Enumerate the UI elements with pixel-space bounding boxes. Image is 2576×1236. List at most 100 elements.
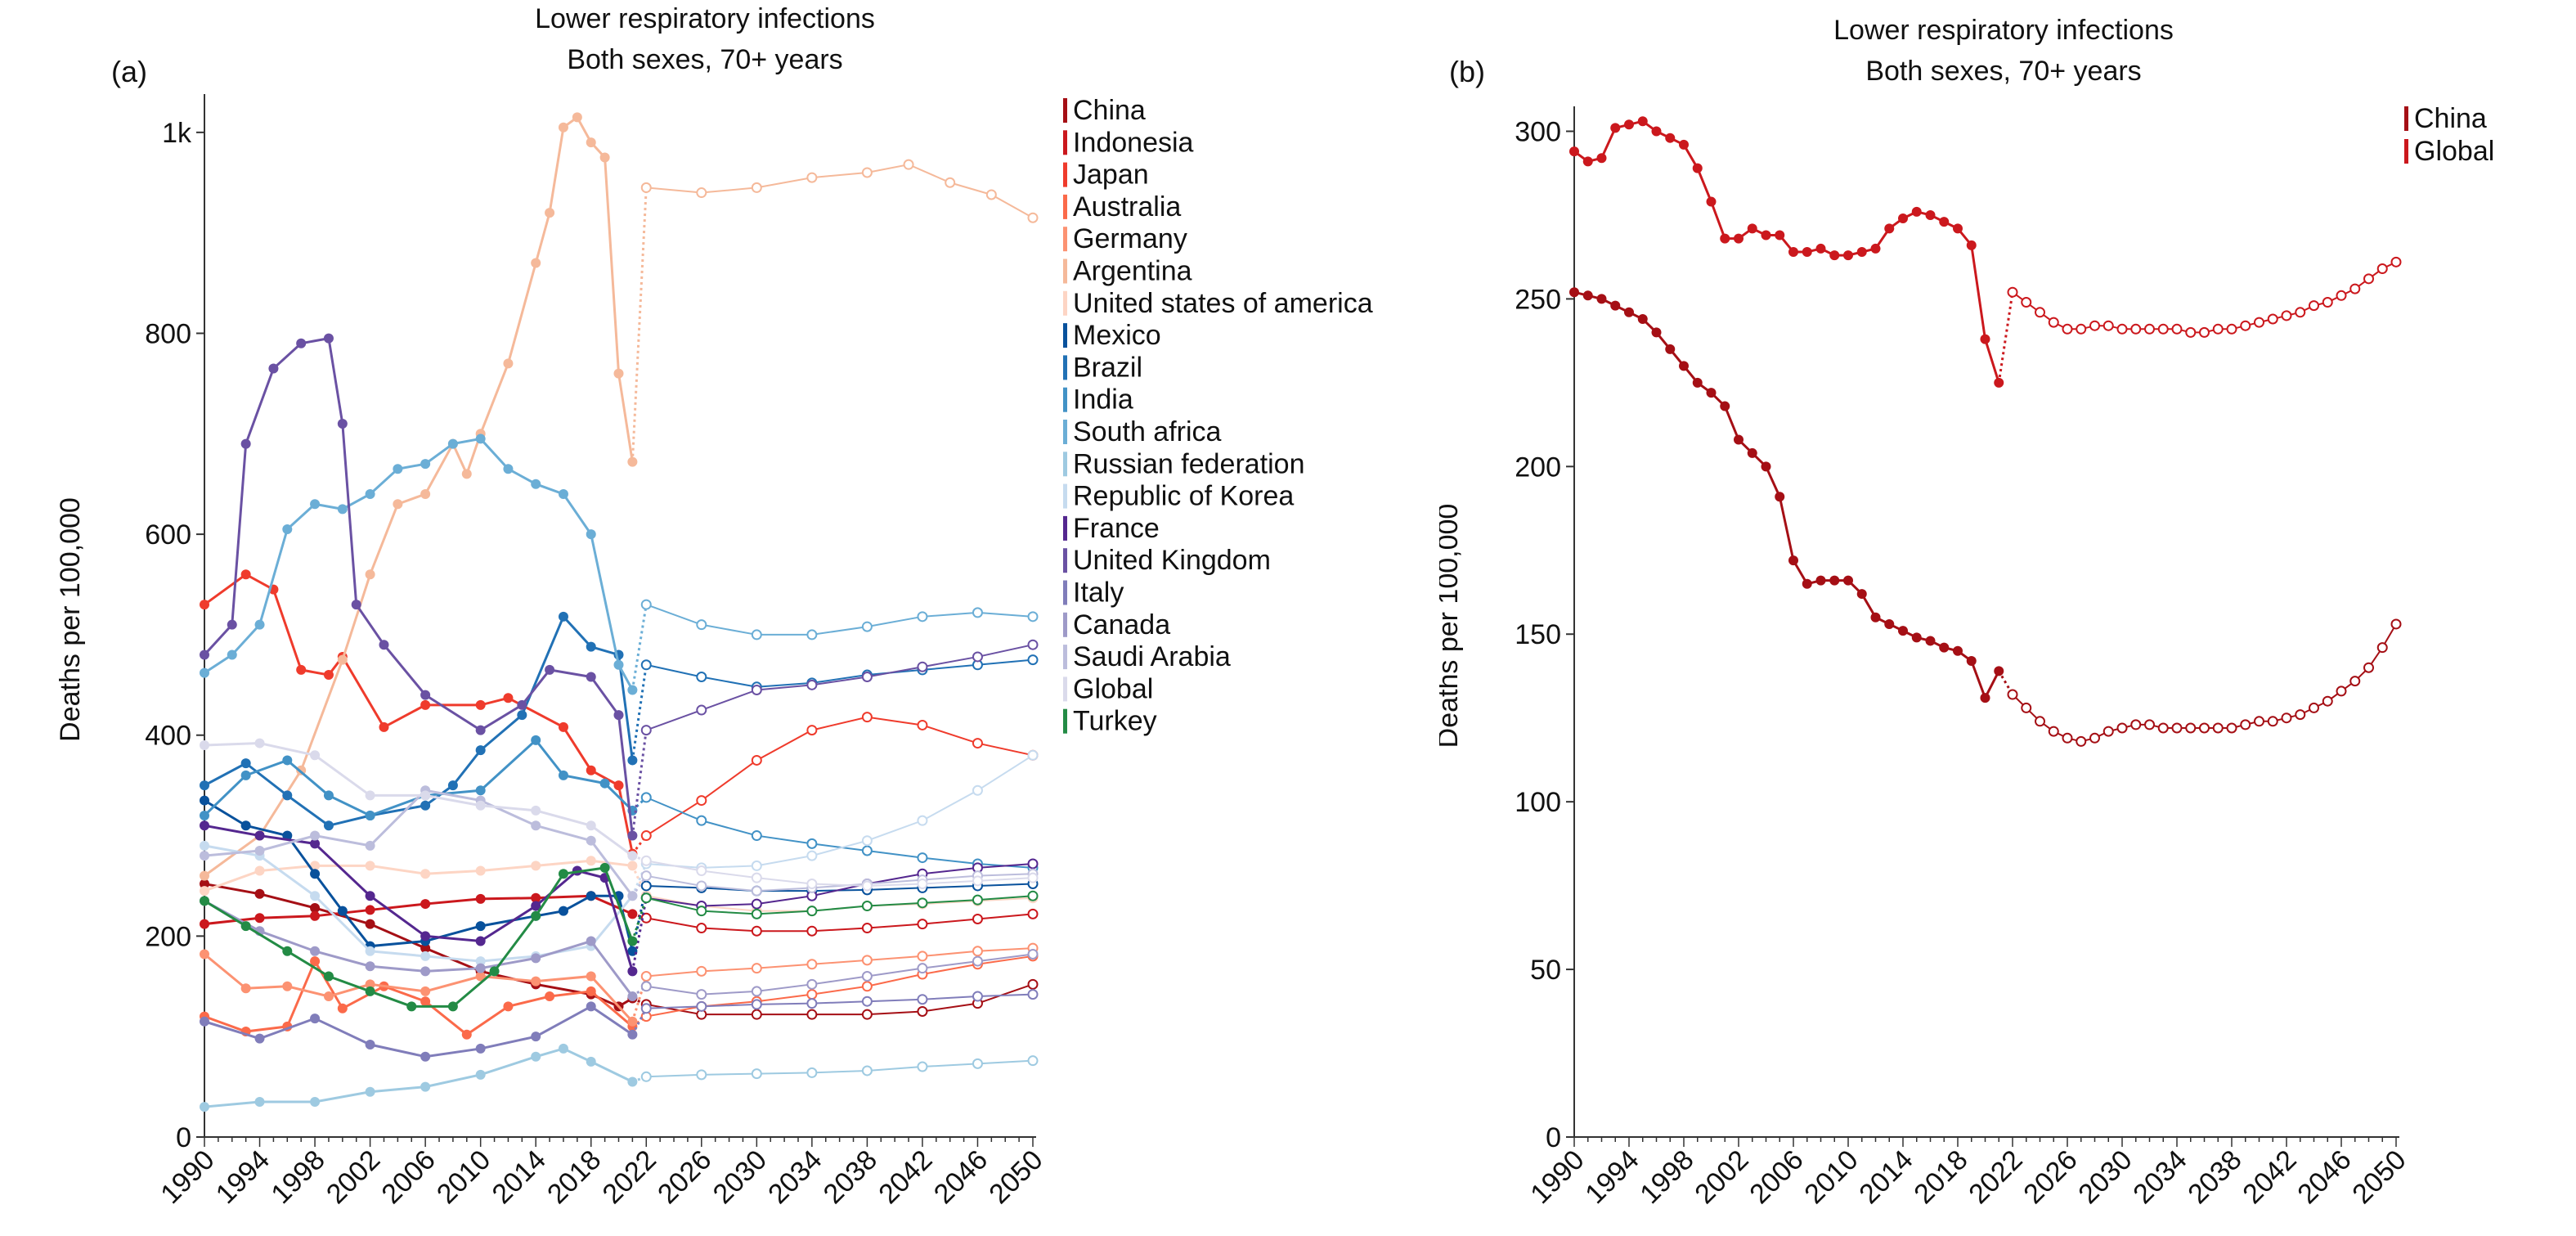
forecast-point [917, 919, 928, 930]
data-point [531, 953, 541, 964]
data-point [323, 670, 334, 681]
forecast-point [640, 182, 652, 193]
x-tick-label: 2006 [1744, 1144, 1809, 1210]
data-point [586, 641, 596, 652]
forecast-point [751, 1068, 762, 1080]
y-tick-label: 300 [1515, 116, 1561, 147]
data-point [613, 710, 624, 721]
forecast-point [806, 906, 818, 917]
data-point [1734, 233, 1744, 244]
data-point [365, 979, 375, 990]
data-point [1569, 146, 1579, 157]
data-point [310, 910, 321, 921]
series-transition-line [631, 874, 648, 897]
data-point [475, 800, 486, 811]
series-line-historical [204, 1047, 634, 1108]
x-tick-label: 2006 [375, 1144, 441, 1210]
data-point [1692, 377, 1703, 388]
data-point [1980, 693, 1990, 703]
legend-item-russian-federation: Russian federation [1073, 448, 1305, 479]
forecast-point [2185, 722, 2197, 734]
data-point [227, 649, 237, 660]
data-point [200, 1016, 209, 1027]
y-tick-label: 250 [1515, 284, 1561, 315]
series-brazil [200, 611, 1039, 831]
forecast-point [2199, 722, 2210, 734]
data-point [254, 845, 265, 856]
data-point [240, 820, 251, 831]
x-tick-label: 1998 [265, 1144, 330, 1210]
forecast-point [696, 880, 707, 892]
data-point [296, 338, 307, 348]
data-point [240, 438, 251, 449]
forecast-point [1027, 611, 1039, 622]
legend-item-china: China [2414, 103, 2487, 134]
data-point [365, 1086, 375, 1097]
series-line-historical [203, 738, 634, 817]
data-point [393, 464, 403, 474]
forecast-point [2199, 326, 2210, 338]
data-point [420, 996, 431, 1007]
data-point [558, 906, 568, 916]
data-point [1815, 575, 1826, 586]
series-line-historical [204, 953, 634, 1023]
forecast-point [2130, 323, 2142, 335]
series-line-historical [203, 336, 634, 836]
forecast-point [806, 925, 818, 937]
forecast-point [696, 672, 707, 683]
data-point [1994, 377, 2004, 388]
data-point [323, 820, 334, 831]
data-point [240, 983, 251, 994]
data-point [1596, 153, 1607, 164]
data-point [365, 919, 375, 929]
data-point [379, 721, 389, 732]
series-transition-line [631, 187, 648, 462]
forecast-point [2171, 722, 2183, 734]
series-transition-line [631, 897, 648, 972]
data-point [1637, 116, 1648, 127]
data-point [1775, 492, 1785, 502]
forecast-point [2048, 726, 2059, 737]
data-point [475, 434, 486, 444]
forecast-point [972, 946, 983, 957]
forecast-point [2226, 323, 2237, 335]
forecast-point [751, 1009, 762, 1020]
x-tick-label: 2046 [2291, 1144, 2357, 1210]
legend-item-republic-of-korea: Republic of Korea [1073, 481, 1294, 512]
legend-swatch [1063, 227, 1067, 252]
forecast-point [1027, 858, 1039, 870]
data-point [200, 949, 209, 960]
x-tick-label: 2050 [2346, 1144, 2412, 1210]
data-point [503, 464, 514, 474]
data-point [406, 1001, 417, 1012]
series-south-africa [200, 434, 1039, 695]
series-transition-line [631, 863, 648, 897]
legend-swatch [1063, 258, 1067, 284]
y-tick-label: 0 [176, 1122, 191, 1153]
data-point [310, 499, 321, 510]
data-point [586, 672, 596, 682]
forecast-point [861, 996, 873, 1007]
data-point [365, 1040, 375, 1050]
data-point [475, 699, 486, 710]
legend-item-united-kingdom: United Kingdom [1073, 545, 1271, 576]
data-point [420, 800, 431, 811]
legend-swatch [1063, 580, 1067, 605]
y-tick-label: 400 [145, 721, 191, 752]
series-transition-line [1997, 670, 2014, 695]
forecast-point [751, 182, 762, 193]
forecast-point [696, 989, 707, 1000]
data-point [1953, 223, 1963, 234]
data-point [1582, 156, 1593, 167]
legend-item-global: Global [2414, 136, 2494, 167]
x-tick-label: 1998 [1634, 1144, 1699, 1210]
data-point [545, 208, 555, 218]
data-point [1761, 230, 1771, 240]
data-point [420, 790, 431, 801]
data-point [200, 886, 209, 897]
forecast-point [2076, 323, 2087, 335]
x-tick-label: 2046 [928, 1144, 994, 1210]
forecast-point [972, 894, 983, 906]
legend-swatch [1063, 323, 1067, 348]
legend-swatch [2404, 106, 2408, 131]
